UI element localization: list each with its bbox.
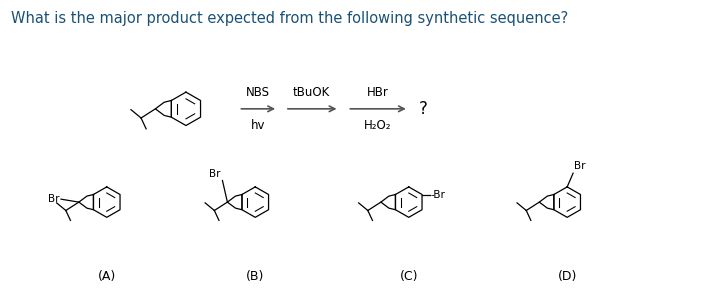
- Text: H₂O₂: H₂O₂: [364, 119, 392, 132]
- Text: (A): (A): [98, 270, 116, 283]
- Text: What is the major product expected from the following synthetic sequence?: What is the major product expected from …: [11, 11, 568, 26]
- Text: -Br: -Br: [431, 189, 446, 200]
- Text: tBuOK: tBuOK: [293, 86, 331, 99]
- Text: hv: hv: [251, 119, 265, 132]
- Text: Br: Br: [48, 194, 59, 204]
- Text: ?: ?: [418, 100, 428, 118]
- Text: Br: Br: [574, 161, 586, 171]
- Text: Br: Br: [209, 168, 220, 179]
- Text: (B): (B): [246, 270, 265, 283]
- Text: (D): (D): [558, 270, 577, 283]
- Text: HBr: HBr: [367, 86, 389, 99]
- Text: NBS: NBS: [247, 86, 270, 99]
- Text: (C): (C): [399, 270, 418, 283]
